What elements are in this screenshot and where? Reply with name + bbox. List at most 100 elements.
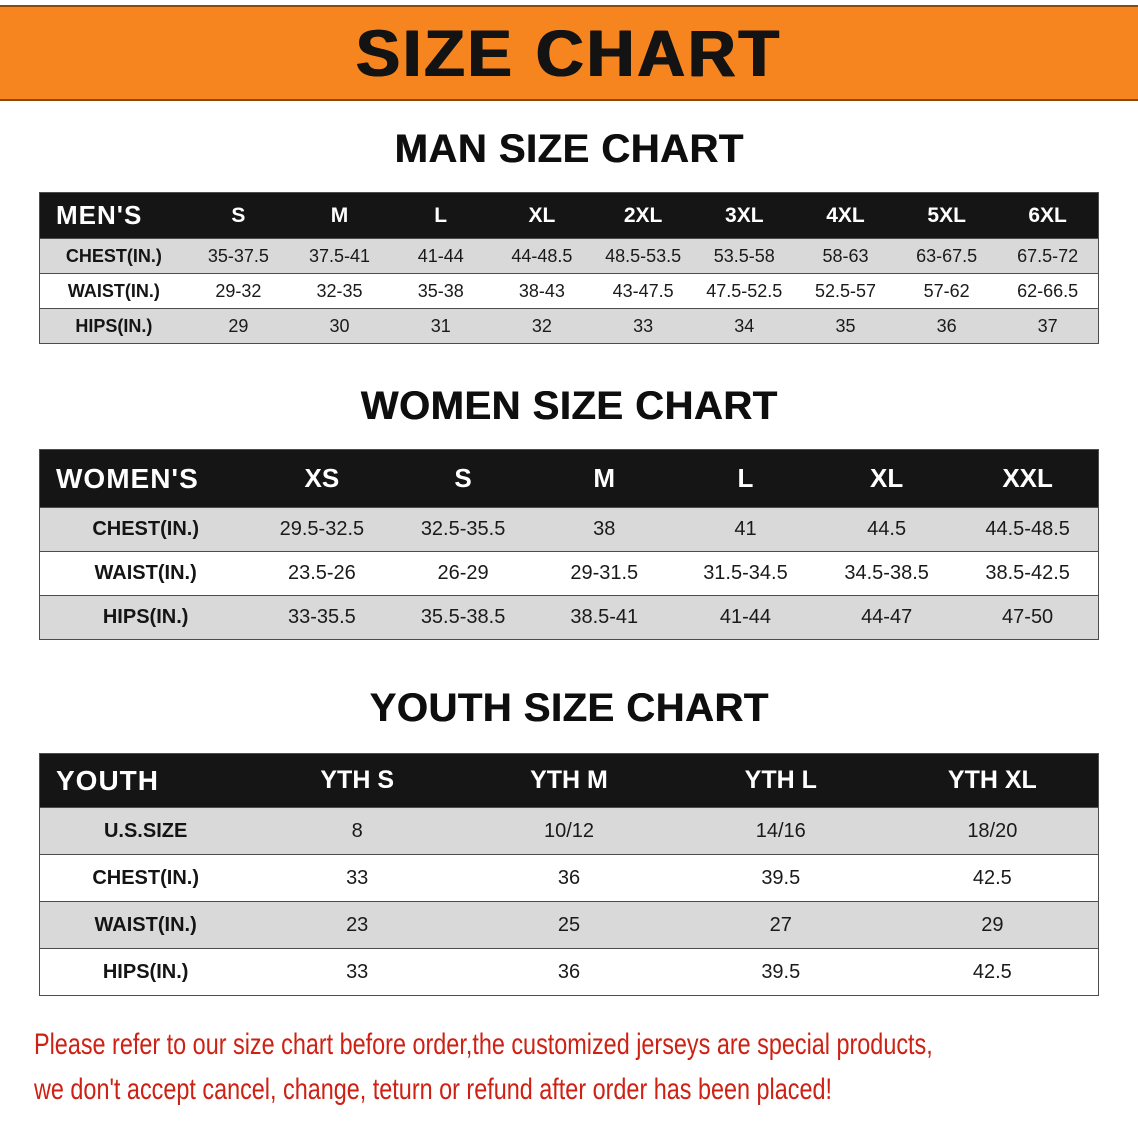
- size-column-header: XXL: [957, 449, 1099, 508]
- size-value-cell: 41: [734, 518, 757, 540]
- size-column-header: YTH S: [251, 753, 464, 808]
- size-column-header: YTH XL: [886, 753, 1099, 808]
- size-value-cell: 26-29: [437, 562, 489, 584]
- size-value-cell: 32-35: [316, 280, 363, 301]
- size-value-cell: 18/20: [967, 819, 1018, 842]
- banner-title: SIZE CHART: [356, 16, 782, 90]
- size-value-cell: 42.5: [972, 866, 1012, 889]
- size-value-cell: 38: [593, 518, 616, 540]
- table-header-row: WOMEN'S XS S M L XL XXL: [39, 449, 1099, 508]
- table-row: HIPS(IN.) 33-35.5 35.5-38.5 38.5-41 41-44 44-…: [39, 595, 1099, 640]
- table-row: WAIST(IN.) 23 25 27 29: [39, 901, 1099, 949]
- size-column-header: 5XL: [896, 192, 998, 239]
- size-value-cell: 37: [1037, 315, 1058, 336]
- size-value-cell: 39.5: [761, 960, 801, 983]
- youth-size-table: YOUTH YTH S YTH M YTH L YTH XL U.S.SIZE 8 10/12…: [39, 753, 1099, 996]
- table-row: WAIST(IN.) 23.5-26 26-29 29-31.5 31.5-34.5 34…: [39, 551, 1099, 596]
- size-value-cell: 32.5-35.5: [420, 518, 506, 540]
- size-value-cell: 35.5-38.5: [420, 606, 506, 628]
- banner: SIZE CHART: [0, 5, 1138, 101]
- size-value-cell: 35-37.5: [207, 245, 269, 266]
- table-row: CHEST(IN.) 33 36 39.5 42.5: [39, 854, 1099, 902]
- row-label-cell: WAIST(IN.): [67, 280, 160, 301]
- footer-notice: Please refer to our size chart before or…: [34, 1022, 1138, 1112]
- table-row: CHEST(IN.) 29.5-32.5 32.5-35.5 38 41 44.5 44.5…: [39, 507, 1099, 552]
- size-value-cell: 38-43: [518, 280, 565, 301]
- size-value-cell: 34: [734, 315, 755, 336]
- size-column-header: YTH M: [463, 753, 675, 808]
- size-value-cell: 36: [557, 960, 581, 983]
- size-value-cell: 57-62: [923, 280, 970, 301]
- table-row: WAIST(IN.) 29-32 32-35 35-38 38-43 43-47.5 47.…: [39, 273, 1099, 309]
- table-row: HIPS(IN.) 33 36 39.5 42.5: [39, 948, 1099, 996]
- size-value-cell: 39.5: [761, 866, 801, 889]
- row-label-cell: WAIST(IN.): [94, 562, 197, 584]
- row-label-cell: WAIST(IN.): [94, 913, 197, 936]
- size-value-cell: 43-47.5: [612, 280, 674, 301]
- row-label-cell: HIPS(IN.): [102, 606, 189, 628]
- table-title-cell: YOUTH: [39, 753, 252, 808]
- row-label-cell: CHEST(IN.): [65, 245, 162, 266]
- table-row: CHEST(IN.) 35-37.5 37.5-41 41-44 44-48.5 48.5…: [39, 238, 1099, 274]
- table-body: CHEST(IN.) 29.5-32.5 32.5-35.5 38 41 44.5 44.5…: [39, 507, 1099, 640]
- size-column-header: 6XL: [997, 192, 1099, 239]
- size-value-cell: 29: [228, 315, 249, 336]
- size-value-cell: 33: [346, 960, 369, 983]
- row-label-cell: U.S.SIZE: [103, 819, 188, 842]
- women-section: WOMEN SIZE CHART WOMEN'S XS S M L XL XXL CHEST(…: [0, 384, 1138, 640]
- size-value-cell: 44.5: [867, 518, 907, 540]
- table-header-row: YOUTH YTH S YTH M YTH L YTH XL: [39, 753, 1099, 808]
- size-value-cell: 41-44: [417, 245, 464, 266]
- size-value-cell: 41-44: [719, 606, 772, 628]
- size-value-cell: 29-31.5: [570, 562, 639, 584]
- size-value-cell: 37.5-41: [309, 245, 371, 266]
- women-heading: WOMEN SIZE CHART: [360, 384, 778, 428]
- size-value-cell: 29-32: [215, 280, 262, 301]
- size-value-cell: 38.5-42.5: [985, 562, 1070, 584]
- size-value-cell: 36: [557, 866, 581, 889]
- size-value-cell: 27: [769, 913, 792, 936]
- size-column-header: S: [187, 192, 289, 239]
- men-section: MAN SIZE CHART MEN'S S M L XL 2XL 3XL 4XL 5XL 6XL…: [0, 127, 1138, 344]
- size-value-cell: 10/12: [543, 819, 595, 842]
- size-value-cell: 29.5-32.5: [279, 518, 365, 540]
- size-value-cell: 8: [351, 819, 363, 842]
- size-value-cell: 67.5-72: [1017, 245, 1079, 266]
- size-value-cell: 29: [981, 913, 1004, 936]
- table-header-row: MEN'S S M L XL 2XL 3XL 4XL 5XL 6XL: [39, 192, 1099, 239]
- size-value-cell: 33: [346, 866, 369, 889]
- size-value-cell: 58-63: [822, 245, 869, 266]
- table-title-cell: WOMEN'S: [39, 449, 252, 508]
- size-column-header: 3XL: [693, 192, 795, 239]
- size-value-cell: 48.5-53.5: [605, 245, 682, 266]
- notice-line-2: we don't accept cancel, change, teturn o…: [34, 1073, 832, 1106]
- size-value-cell: 25: [557, 913, 581, 936]
- women-size-table: WOMEN'S XS S M L XL XXL CHEST(IN.) 29.5-32.5 32.5…: [39, 449, 1099, 640]
- size-value-cell: 30: [329, 315, 350, 336]
- size-value-cell: 44-48.5: [511, 245, 573, 266]
- table-body: U.S.SIZE 8 10/12 14/16 18/20 CHEST(IN.) 33 36 39…: [39, 807, 1099, 996]
- table-head: YOUTH YTH S YTH M YTH L YTH XL: [39, 753, 1099, 808]
- row-label-cell: HIPS(IN.): [75, 315, 153, 336]
- size-chart-page: SIZE CHART MAN SIZE CHART MEN'S S M L XL 2XL 3…: [0, 5, 1138, 1112]
- size-value-cell: 33: [633, 315, 654, 336]
- notice-line-1: Please refer to our size chart before or…: [34, 1028, 933, 1061]
- size-column-header: XL: [816, 449, 958, 508]
- size-column-header: 2XL: [592, 192, 694, 239]
- size-value-cell: 23: [346, 913, 369, 936]
- size-value-cell: 44.5-48.5: [985, 518, 1070, 540]
- size-value-cell: 33-35.5: [287, 606, 356, 628]
- size-value-cell: 36: [936, 315, 957, 336]
- table-row: U.S.SIZE 8 10/12 14/16 18/20: [39, 807, 1099, 855]
- men-heading: MAN SIZE CHART: [394, 127, 744, 171]
- table-head: WOMEN'S XS S M L XL XXL: [39, 449, 1099, 508]
- size-value-cell: 63-67.5: [916, 245, 978, 266]
- size-value-cell: 47.5-52.5: [706, 280, 783, 301]
- size-column-header: M: [288, 192, 391, 239]
- size-value-cell: 35: [835, 315, 856, 336]
- size-column-header: XS: [251, 449, 393, 508]
- size-value-cell: 52.5-57: [814, 280, 876, 301]
- size-value-cell: 44-47: [861, 606, 913, 628]
- size-value-cell: 53.5-58: [713, 245, 775, 266]
- size-value-cell: 31: [430, 315, 451, 336]
